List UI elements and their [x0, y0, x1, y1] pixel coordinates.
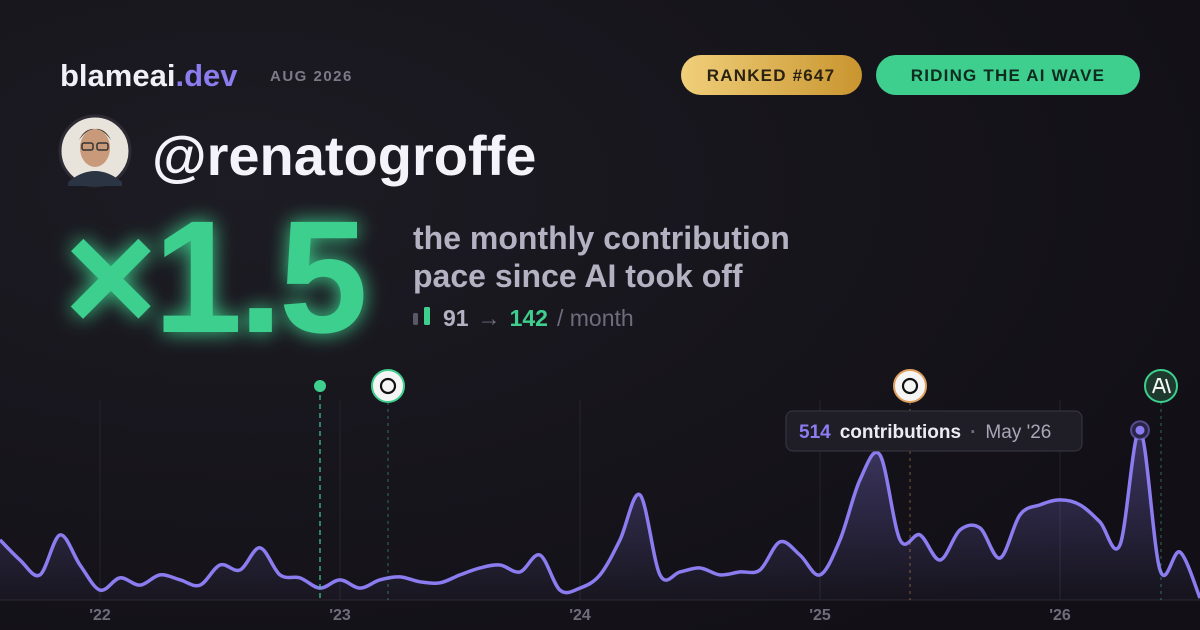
period: AUG 2026: [270, 68, 353, 85]
rank-badge: [681, 55, 862, 95]
pace-icon: [424, 307, 430, 325]
area-fill: [0, 430, 1200, 600]
brand-name: blameai: [60, 58, 175, 93]
pace-unit: / month: [557, 305, 634, 331]
avatar: [58, 114, 132, 188]
brand: blameai.dev: [60, 58, 238, 93]
tooltip-unit: contributions: [840, 422, 961, 443]
peak-dot: [1135, 425, 1145, 435]
event-markers: [314, 369, 1178, 600]
multiplier: ×1.5: [64, 187, 364, 366]
x-tick-label: '23: [329, 607, 351, 624]
tooltip-value: 514: [799, 422, 831, 443]
tooltip-date: May '26: [985, 422, 1051, 443]
caption-line: the monthly contribution: [413, 220, 790, 256]
wave-badge-text: RIDING THE AI WAVE: [911, 66, 1105, 85]
tooltip-text: 514 contributions · May '26: [799, 422, 1051, 443]
pace-icon: [413, 313, 418, 325]
x-tick-label: '26: [1049, 607, 1071, 624]
line: [0, 428, 1200, 599]
rank-badge-text: RANKED #647: [707, 66, 835, 85]
handle: @renatogroffe: [152, 124, 536, 187]
tooltip-separator: ·: [970, 422, 976, 443]
x-tick-label: '22: [89, 607, 111, 624]
plot: [0, 420, 1200, 600]
pace-arrow: →: [478, 305, 501, 331]
wave-badge: [876, 55, 1140, 95]
x-tick-label: '24: [569, 607, 591, 624]
x-tick-label: '25: [809, 607, 831, 624]
pace: 91 → 142 / month: [443, 305, 634, 331]
brand-tld: .dev: [175, 58, 238, 93]
tooltip: 514 contributions · May '26: [785, 410, 1083, 452]
pace-before: 91: [443, 305, 469, 331]
pace-after: 142: [510, 305, 548, 331]
tooltip-box: [785, 410, 1083, 452]
caption-line: pace since AI took off: [413, 258, 743, 294]
